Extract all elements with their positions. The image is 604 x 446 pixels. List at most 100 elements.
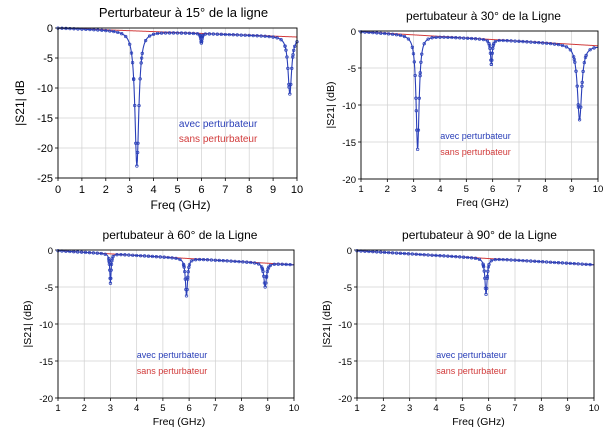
data-point <box>484 286 489 290</box>
data-point <box>497 38 501 43</box>
data-point <box>263 34 267 38</box>
data-point <box>247 33 251 38</box>
data-point <box>490 51 494 55</box>
y-tick-label: -20 <box>39 394 53 405</box>
data-point <box>434 253 438 258</box>
data-point <box>529 40 533 44</box>
data-point <box>485 276 489 280</box>
data-point <box>481 37 486 42</box>
series-line-avec <box>356 250 595 295</box>
data-point <box>450 254 454 259</box>
x-axis-label: Freq (GHz) <box>153 416 206 428</box>
x-tick-label: 1 <box>354 403 359 414</box>
data-point <box>580 84 584 88</box>
data-point <box>140 51 144 56</box>
data-point <box>574 69 578 73</box>
y-tick-label: -20 <box>338 394 352 405</box>
data-point <box>548 260 553 264</box>
data-point <box>267 265 271 269</box>
data-point <box>462 255 466 259</box>
data-point <box>483 286 488 290</box>
data-point <box>104 28 108 33</box>
data-point <box>154 255 158 259</box>
data-point <box>491 46 495 51</box>
data-point <box>592 46 596 50</box>
x-tick-label: 10 <box>289 403 300 414</box>
data-point <box>199 41 204 45</box>
data-point <box>521 258 525 263</box>
data-point <box>292 48 296 53</box>
data-point <box>485 39 490 43</box>
data-point <box>221 259 225 263</box>
x-tick-label: 9 <box>270 184 276 196</box>
data-point <box>108 281 113 285</box>
x-axis-label: Freq (GHz) <box>151 198 211 212</box>
y-tick-label: 0 <box>48 246 53 257</box>
chart-panel-2: 1 2 3 4 5 6 7 8 9 10 0 -5 -10 -15 -20 pertubateur à 30°… <box>325 9 603 209</box>
data-point <box>509 258 513 262</box>
data-point <box>262 281 267 285</box>
plot-frame <box>57 27 298 179</box>
x-tick-label: 3 <box>407 403 412 414</box>
data-point <box>491 43 495 48</box>
plot-frame <box>356 249 595 399</box>
y-tick-label: -15 <box>39 357 53 368</box>
data-point <box>413 73 417 78</box>
data-point <box>501 38 505 43</box>
data-point <box>289 82 293 87</box>
x-tick-label: 5 <box>160 403 165 414</box>
data-point <box>187 31 192 35</box>
chart-panel-1: 0 1 2 3 4 5 6 7 8 9 10 0 -5 -10 -15 -20 -25 Perturbateur … <box>13 5 303 212</box>
data-point <box>580 262 584 266</box>
data-point <box>256 262 261 266</box>
data-point <box>493 39 497 44</box>
data-point <box>197 257 202 262</box>
data-point <box>490 58 494 62</box>
data-point <box>426 37 430 41</box>
data-point <box>573 60 577 64</box>
data-point <box>505 258 509 262</box>
x-tick-label: 3 <box>127 184 133 196</box>
y-tick-label: -5 <box>344 283 352 294</box>
data-point <box>379 31 383 35</box>
series-line-avec <box>57 27 298 167</box>
data-point <box>131 77 136 81</box>
x-tick-label: 8 <box>543 184 548 195</box>
data-point <box>501 257 505 262</box>
data-point <box>219 32 223 36</box>
legend-entry: sans perturbateur <box>179 134 258 145</box>
data-point <box>272 262 276 266</box>
data-point <box>390 32 395 36</box>
data-point <box>183 269 187 274</box>
data-point <box>159 31 164 35</box>
y-tick-label: -10 <box>39 320 53 331</box>
data-point <box>398 251 403 255</box>
legend-entry: avec perturbateur <box>436 350 507 360</box>
data-point <box>406 37 411 41</box>
data-point <box>545 41 549 45</box>
data-point <box>442 35 446 39</box>
y-axis-label: |S21| dB <box>13 80 27 126</box>
data-point <box>166 255 170 260</box>
x-tick-label: 10 <box>291 184 303 196</box>
data-point <box>541 41 545 45</box>
data-point <box>410 45 415 49</box>
data-point <box>556 43 561 47</box>
x-tick-label: 6 <box>198 184 204 196</box>
data-point <box>552 260 557 265</box>
data-point <box>383 31 387 36</box>
data-point <box>178 257 182 262</box>
x-tick-label: 0 <box>55 184 61 196</box>
x-tick-label: 5 <box>460 403 465 414</box>
x-tick-label: 5 <box>174 184 180 196</box>
data-point <box>103 252 107 256</box>
data-point <box>548 41 553 46</box>
data-point <box>560 43 565 48</box>
data-point <box>215 32 219 36</box>
data-point <box>477 37 482 41</box>
data-point <box>422 253 426 257</box>
x-tick-label: 6 <box>186 403 191 414</box>
data-point <box>235 33 239 37</box>
chart-title: pertubateur à 30° de la Ligne <box>406 9 561 23</box>
y-axis-label: |S21| (dB) <box>325 82 337 129</box>
